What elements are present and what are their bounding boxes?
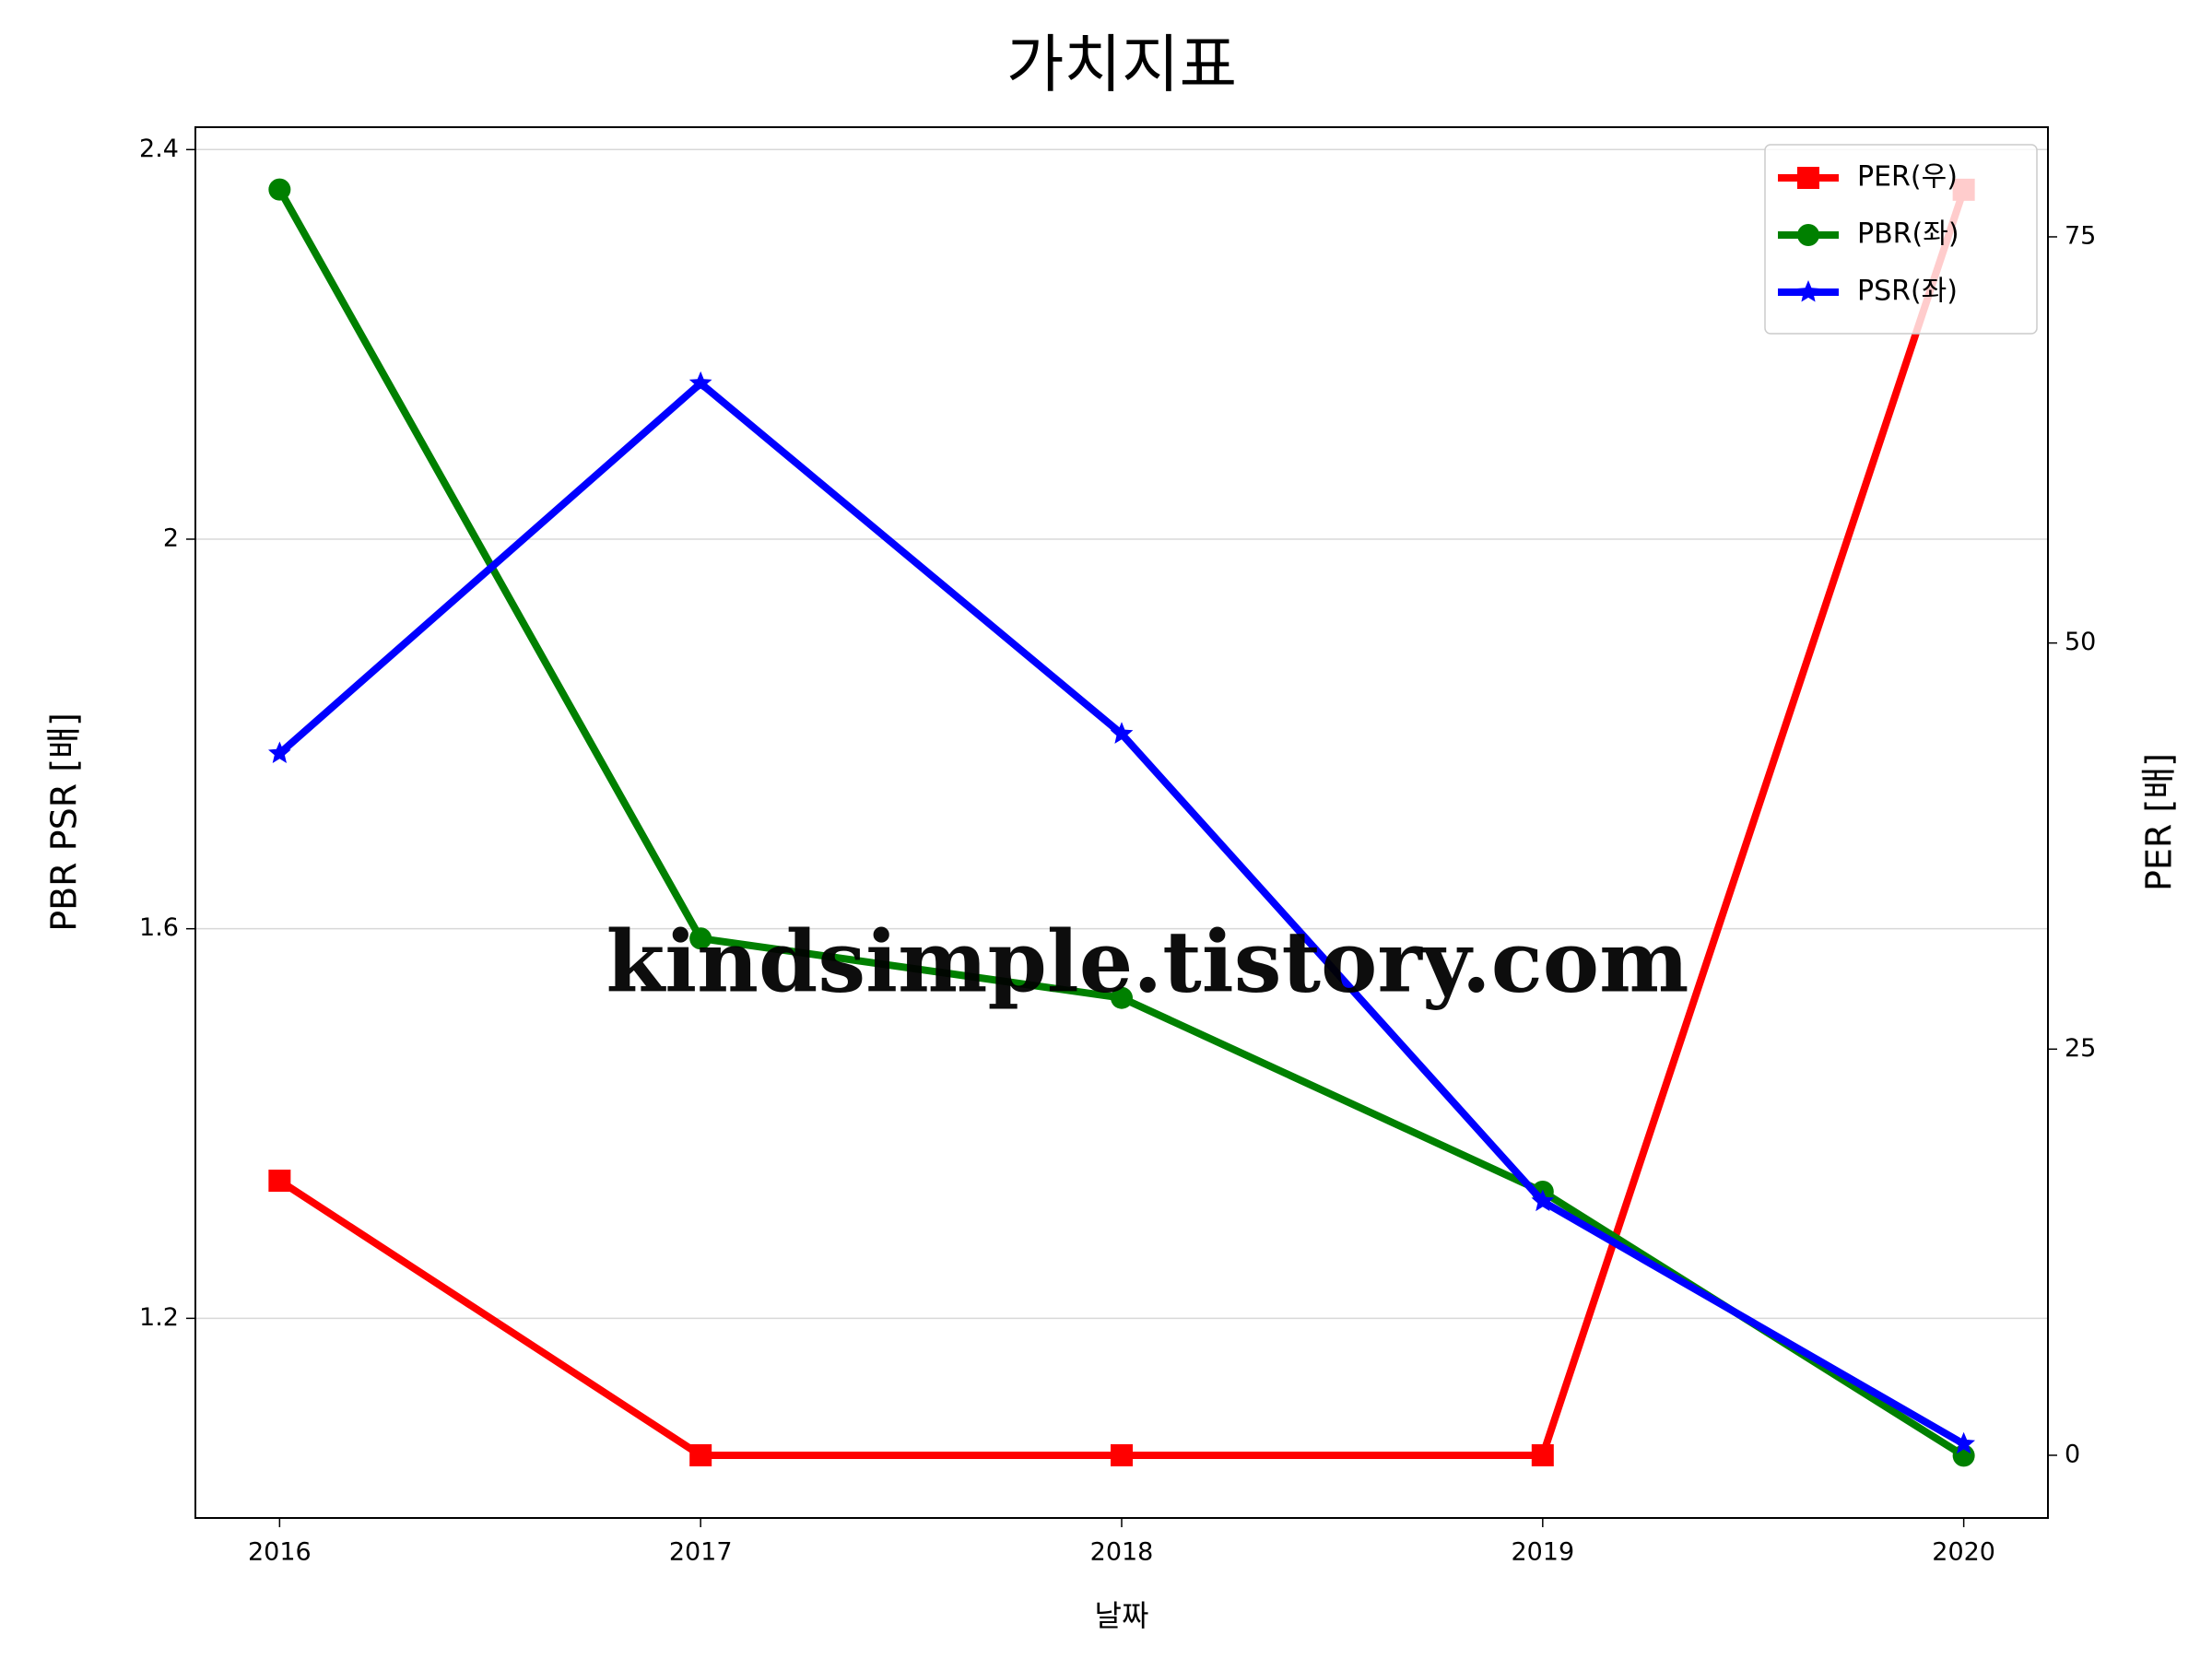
series-line	[277, 188, 1968, 1459]
legend-label: PER(우)	[1857, 161, 1958, 194]
y2-tick-label: 0	[2065, 1440, 2080, 1468]
watermark: kindsimple.tistory.com	[606, 912, 1688, 1012]
x-axis-label: 날짜	[1095, 1598, 1149, 1633]
legend-marker	[1797, 224, 1819, 246]
y-axis-label: PBR PSR [배]	[44, 712, 85, 932]
marker	[1111, 1443, 1133, 1466]
plot-frame	[194, 126, 2049, 1519]
y2-axis-label: PER [배]	[2139, 753, 2180, 891]
marker	[268, 178, 291, 201]
legend-marker	[1796, 280, 1820, 302]
y2-tick-label: 50	[2065, 628, 2096, 656]
marker	[689, 1443, 712, 1466]
marker	[1531, 1189, 1555, 1212]
chart-title: 가치지표	[1006, 29, 1237, 102]
y2-tick-label: 75	[2065, 221, 2096, 250]
y-tick-label: 2.4	[139, 135, 179, 163]
marker	[689, 927, 712, 950]
legend-marker	[1797, 167, 1819, 189]
legend-label: PBR(좌)	[1857, 218, 1959, 251]
x-tick-label: 2018	[1090, 1538, 1154, 1567]
x-tick-label: 2019	[1511, 1538, 1574, 1567]
marker	[1110, 722, 1134, 744]
marker	[688, 371, 712, 394]
marker	[268, 1170, 291, 1193]
marker	[1531, 1443, 1554, 1466]
x-tick-label: 2020	[1932, 1538, 1995, 1567]
y-tick-label: 2	[163, 524, 179, 552]
y-tick-label: 1.6	[139, 913, 179, 942]
marker	[268, 741, 291, 763]
series-line	[276, 187, 1966, 1459]
legend-box	[1764, 144, 2038, 335]
y-tick-label: 1.2	[139, 1303, 179, 1332]
marker	[1111, 986, 1133, 1009]
legend: PER(우) PBR(좌) PSR(좌)	[1764, 144, 2038, 335]
x-tick-label: 2017	[669, 1538, 733, 1567]
marker	[1952, 1431, 1975, 1454]
y2-tick-label: 25	[2065, 1034, 2096, 1063]
x-tick-label: 2016	[248, 1538, 312, 1567]
legend-label: PSR(좌)	[1857, 276, 1958, 308]
